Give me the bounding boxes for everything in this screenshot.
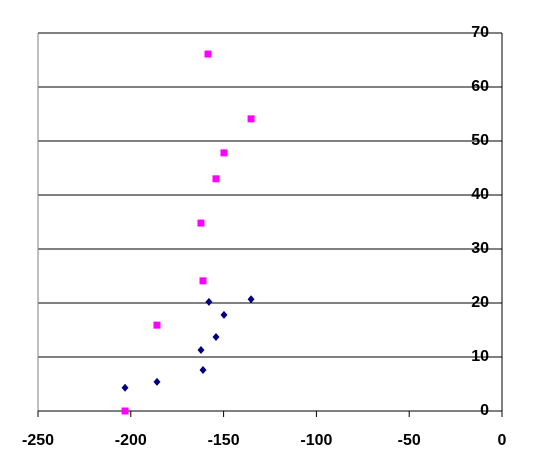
x-tick-label: -50 bbox=[398, 432, 421, 449]
point bbox=[220, 149, 228, 157]
x-tick-label: 0 bbox=[498, 432, 507, 449]
point bbox=[121, 383, 129, 392]
point bbox=[199, 365, 207, 374]
point bbox=[121, 407, 129, 415]
point bbox=[220, 310, 228, 319]
y-tick-label: 70 bbox=[471, 24, 489, 41]
point bbox=[247, 115, 255, 123]
y-tick-label: 60 bbox=[471, 78, 489, 95]
x-tick-label: -200 bbox=[115, 432, 147, 449]
y-tick-label: 10 bbox=[471, 348, 489, 365]
y-tick-label: 20 bbox=[471, 294, 489, 311]
point bbox=[205, 297, 213, 306]
point bbox=[212, 175, 220, 183]
y-tick-label: 40 bbox=[471, 186, 489, 203]
x-tick-label: -250 bbox=[22, 432, 54, 449]
point bbox=[212, 333, 220, 342]
point bbox=[204, 50, 212, 58]
point bbox=[153, 321, 161, 329]
y-tick-label: 50 bbox=[471, 132, 489, 149]
point bbox=[247, 295, 255, 304]
point bbox=[199, 277, 207, 285]
point bbox=[197, 345, 205, 354]
point bbox=[153, 377, 161, 386]
point bbox=[197, 219, 205, 227]
x-tick-label: -150 bbox=[208, 432, 240, 449]
y-tick-label: 30 bbox=[471, 240, 489, 257]
x-tick-label: -100 bbox=[300, 432, 332, 449]
